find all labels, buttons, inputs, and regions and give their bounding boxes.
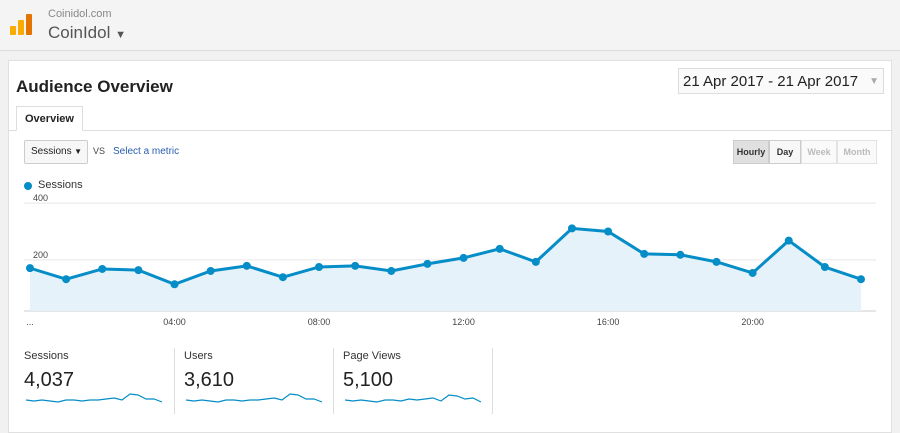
metric-value: 4,037 [24, 369, 75, 391]
metric-value: 5,100 [343, 369, 394, 391]
day-button[interactable]: Day [769, 140, 801, 164]
site-selector[interactable]: CoinIdol ▼ [48, 23, 126, 42]
tab[interactable]: Overview [16, 106, 83, 131]
data-point [784, 236, 793, 245]
data-point [98, 264, 107, 273]
x-tick-label: 20:00 [741, 317, 764, 327]
y-tick-label: 400 [33, 193, 48, 203]
site-url: Coinidol.com [48, 8, 112, 20]
data-point [676, 250, 685, 259]
x-tick-label: 04:00 [163, 317, 186, 327]
week-button[interactable]: Week [801, 140, 837, 164]
data-point [62, 275, 71, 284]
line-chart: 200 400... 04:00 08:00 12:00 16:00 20:00 [24, 193, 876, 327]
area [30, 228, 861, 311]
line [29, 226, 862, 286]
data-point [712, 257, 721, 266]
logo [10, 14, 32, 35]
hourly-button[interactable]: Hourly [733, 140, 769, 164]
sparkline [25, 393, 163, 403]
data-point [604, 227, 613, 236]
separator [174, 348, 175, 414]
data-point [531, 257, 540, 266]
metric-label: Sessions [24, 350, 69, 362]
data-point [459, 253, 468, 262]
metric-name: Sessions [31, 146, 72, 157]
vs-label: VS [93, 146, 106, 156]
data-point [495, 244, 504, 253]
select-metric-link[interactable]: Select a metric [113, 146, 180, 157]
site-name: CoinIdol [48, 23, 111, 42]
data-point [640, 249, 649, 258]
date-range-text: 21 Apr 2017 - 21 Apr 2017 [683, 73, 859, 90]
top-bar: Coinidol.com CoinIdol ▼ [0, 0, 900, 51]
month-button[interactable]: Month [837, 140, 877, 164]
data-point [278, 273, 287, 282]
page-title: Audience Overview [16, 77, 173, 96]
data-point [170, 280, 179, 289]
metric-value: 3,610 [184, 369, 235, 391]
data-point [423, 259, 432, 268]
tab-line [8, 130, 892, 131]
data-point [567, 224, 576, 233]
x-tick-label: 16:00 [597, 317, 620, 327]
data-point [748, 268, 757, 277]
data-point [242, 261, 251, 270]
data-point [134, 266, 143, 275]
content-card [8, 60, 892, 433]
separator [492, 348, 493, 414]
legend-marker [24, 182, 32, 190]
data-point [387, 266, 396, 275]
data-point [820, 262, 829, 271]
x-tick-label: 12:00 [452, 317, 475, 327]
metric-label: Users [184, 350, 213, 362]
y-tick-label: 200 [33, 250, 48, 260]
metric-users: Users 3,610 [184, 342, 334, 412]
metric-page-views: Page Views 5,100 [343, 342, 493, 412]
x-tick-label: ... [26, 317, 34, 327]
data-point [26, 264, 34, 273]
separator [333, 348, 334, 414]
metric-sessions: Sessions 4,037 [24, 342, 174, 412]
legend-label: Sessions [38, 179, 83, 191]
date-range[interactable]: 21 Apr 2017 - 21 Apr 2017 ▼ [678, 68, 884, 94]
x-tick-label: 08:00 [308, 317, 331, 327]
metric-dropdown[interactable]: Sessions ▼ [24, 140, 88, 164]
data-point [206, 266, 215, 275]
metric-label: Page Views [343, 350, 401, 362]
data-point [351, 261, 360, 270]
data-point [857, 275, 865, 284]
sparkline [185, 393, 323, 403]
data-point [315, 262, 324, 271]
sparkline [344, 394, 482, 403]
